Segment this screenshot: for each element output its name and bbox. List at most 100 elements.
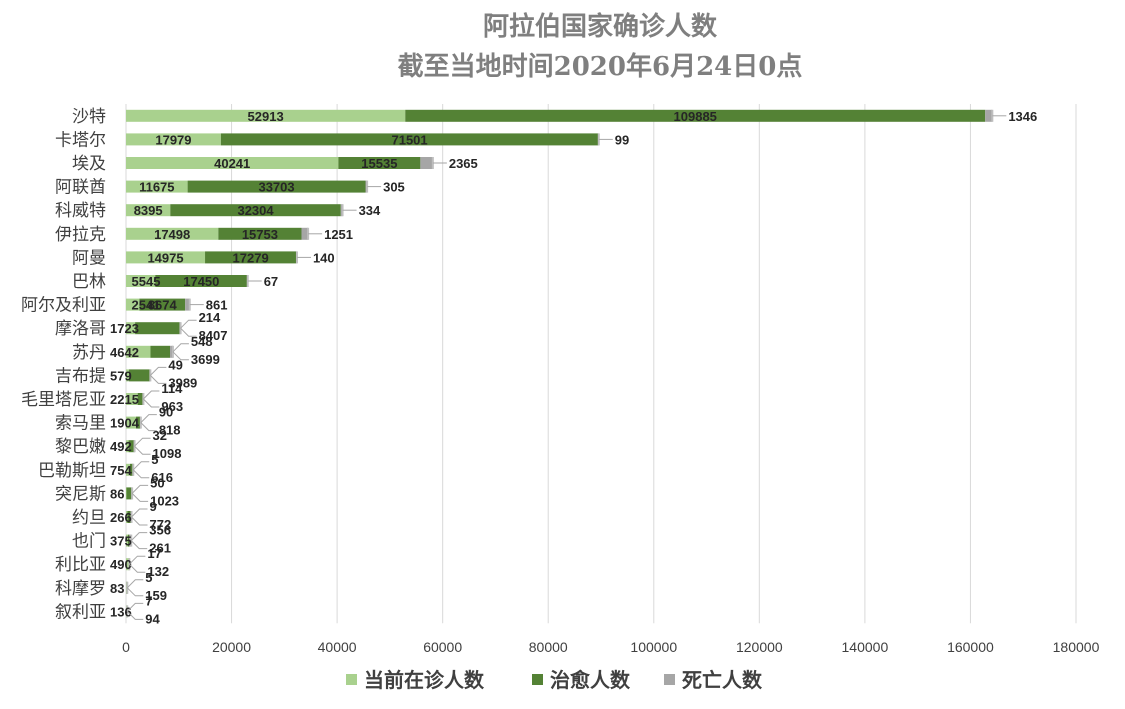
category-label: 阿联酋: [55, 178, 106, 198]
chart-title: 阿拉伯国家确诊人数: [483, 11, 718, 42]
data-label: 132: [147, 564, 169, 579]
data-label: 50: [150, 475, 164, 490]
data-label: 8674: [148, 298, 178, 313]
bar-segment: [139, 298, 186, 311]
bar-segment: [126, 558, 129, 571]
bar-segment: [126, 534, 128, 547]
bar-segment: [985, 109, 993, 122]
bar-segment: [126, 463, 130, 476]
leader-line: [132, 461, 150, 471]
data-label: 17279: [233, 250, 269, 265]
legend-entry: 死亡人数: [682, 668, 763, 692]
bar-segment: [126, 204, 171, 217]
x-tick-label: 100000: [630, 639, 677, 655]
bar-segment: [126, 416, 137, 429]
legend-entry: 当前在诊人数: [364, 668, 485, 692]
category-label: 科威特: [55, 201, 106, 221]
data-label: 32: [153, 428, 167, 443]
bar-segment: [129, 463, 134, 476]
data-label: 83: [110, 581, 124, 596]
category-label: 黎巴嫩: [55, 437, 106, 457]
leader-line: [126, 579, 144, 589]
data-label: 136: [110, 604, 132, 619]
x-tick-label: 180000: [1053, 639, 1100, 655]
data-label: 17450: [183, 274, 219, 289]
leader-line: [126, 611, 144, 620]
category-label: 突尼斯: [55, 484, 106, 504]
data-label: 86: [110, 486, 124, 501]
data-label: 5545: [132, 274, 161, 289]
category-label: 也门: [72, 532, 106, 552]
leader-line: [131, 516, 148, 526]
data-label: 7: [145, 593, 152, 608]
data-label: 1023: [150, 493, 179, 508]
data-label: 99: [615, 132, 629, 147]
x-tick-label: 60000: [423, 639, 462, 655]
legend-swatch: [346, 674, 357, 685]
data-label: 17498: [154, 227, 190, 242]
data-label: 818: [159, 423, 181, 438]
bar-segment: [126, 180, 188, 193]
data-label: 8395: [134, 203, 163, 218]
data-label: 5: [151, 452, 158, 467]
data-label: 772: [150, 517, 172, 532]
bar-segment: [218, 227, 302, 240]
data-label: 67: [264, 274, 278, 289]
bar-segment: [127, 511, 132, 523]
bar-segment: [155, 275, 248, 287]
data-label: 266: [110, 510, 132, 525]
leader-line: [131, 484, 149, 494]
value-axis: 0 20000 40000 60000 80000 100000 120000 140000 1…: [122, 639, 1099, 655]
leader-line: [129, 563, 146, 573]
bar-segment: [405, 109, 986, 122]
leader-line: [143, 398, 160, 408]
data-label: 261: [149, 541, 171, 556]
data-label: 548: [191, 334, 213, 349]
x-tick-label: 140000: [842, 639, 889, 655]
data-label: 49: [168, 357, 182, 372]
bar-segment: [126, 322, 136, 335]
leader-line: [140, 414, 157, 423]
legend: 当前在诊人数 治愈人数 死亡人数: [346, 668, 763, 692]
bar-segment: [126, 157, 339, 169]
bar-segment: [127, 534, 130, 547]
bar-segment: [126, 511, 128, 523]
data-label: 305: [383, 180, 405, 195]
bar-segment: [185, 298, 190, 311]
bar-segment: [126, 440, 129, 453]
data-label: 1904: [110, 416, 140, 431]
leader-line: [132, 469, 150, 479]
x-tick-label: 80000: [529, 639, 568, 655]
data-label: 2541: [132, 298, 161, 313]
data-label: 8407: [199, 328, 228, 343]
leader-line: [143, 390, 160, 400]
category-label: 卡塔尔: [55, 130, 106, 150]
data-label: 32304: [237, 203, 274, 218]
data-label: 754: [110, 463, 132, 478]
bar-segment: [205, 251, 297, 264]
bar-segment: [126, 227, 219, 240]
legend-swatch: [532, 674, 543, 685]
bar-segment: [126, 251, 206, 264]
x-tick-label: 0: [122, 639, 130, 655]
data-label: 15753: [242, 227, 278, 242]
category-label: 巴勒斯坦: [38, 461, 106, 481]
category-label: 阿曼: [72, 248, 106, 268]
x-tick-label: 40000: [318, 639, 357, 655]
category-label: 沙特: [72, 107, 106, 127]
x-tick-label: 120000: [736, 639, 783, 655]
data-label: 2365: [449, 156, 478, 171]
legend-swatch: [664, 674, 675, 685]
data-label: 159: [145, 588, 167, 603]
data-label: 17979: [155, 132, 191, 147]
bar-segment: [170, 345, 173, 358]
bar-segment: [126, 133, 221, 146]
bar-segment: [126, 487, 132, 500]
data-label: 94: [145, 611, 160, 626]
x-tick-label: 160000: [947, 639, 994, 655]
bar-segment: [126, 275, 156, 287]
bar-segment: [129, 369, 151, 382]
leader-line: [172, 351, 189, 361]
